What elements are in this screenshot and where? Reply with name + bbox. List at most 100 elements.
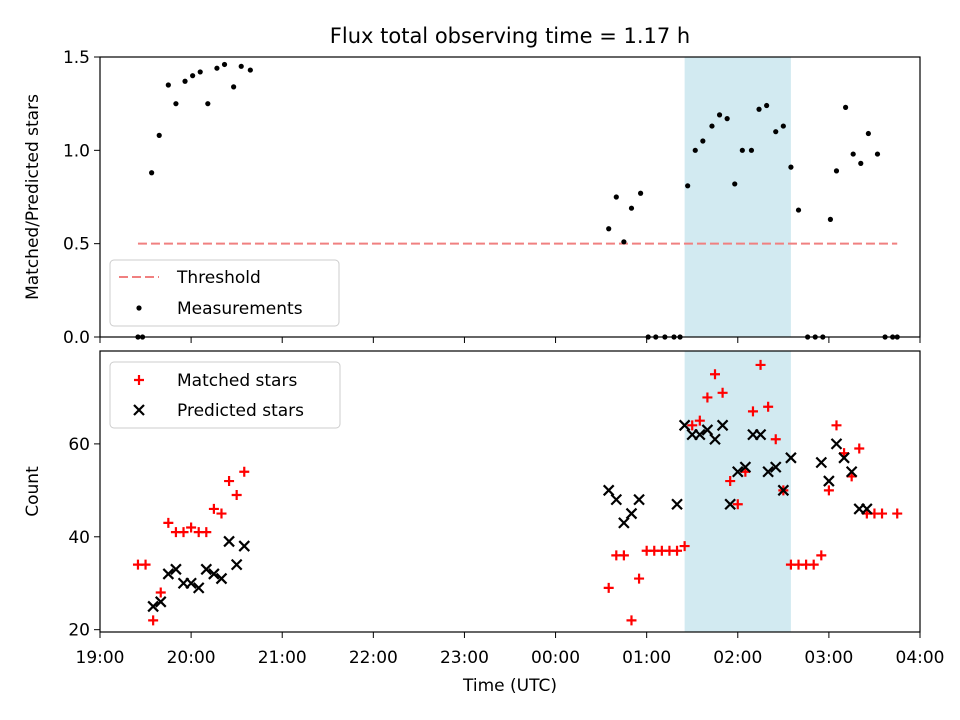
measurement-point: [700, 138, 706, 144]
matched-star-point: [672, 545, 683, 556]
predicted-star-point: [633, 493, 645, 506]
chart-title: Flux total observing time = 1.17 h: [330, 24, 690, 48]
top-frame: [99, 56, 921, 338]
predicted-star-point: [754, 428, 767, 441]
bottom-ytick-label: 40: [68, 528, 90, 548]
predicted-star-point: [154, 596, 167, 608]
measurement-point: [214, 65, 220, 71]
measurement-point: [724, 116, 730, 122]
measurement-point: [231, 84, 237, 90]
predicted-star-point: [716, 419, 729, 432]
bottom-xlabel: Time (UTC): [462, 676, 557, 696]
matched-star-point: [224, 476, 235, 487]
predicted-star-point: [208, 568, 220, 580]
top-ytick-label: 0.5: [63, 235, 90, 255]
bottom-ylabel: Count: [23, 466, 43, 517]
measurement-point: [795, 207, 802, 213]
legend-measurements-label: Measurements: [177, 299, 303, 319]
measurement-point: [197, 69, 203, 75]
matched-star-point: [763, 401, 774, 412]
legend-matched-label: Matched stars: [177, 371, 297, 391]
measurement-point: [221, 61, 228, 68]
predicted-star-point: [769, 461, 782, 473]
matched-star-point: [725, 476, 736, 487]
predicted-star-point: [192, 582, 205, 594]
top-legend: Threshold Measurements: [109, 259, 340, 327]
top-ylabel: Matched/Predicted stars: [23, 94, 43, 300]
predicted-star-point: [739, 461, 752, 473]
predicted-star-point: [147, 600, 159, 613]
legend-predicted-swatch: [133, 404, 145, 416]
matched-star-point: [626, 615, 637, 626]
measurement-point: [709, 123, 715, 129]
matched-star-point: [816, 550, 827, 561]
measurement-point: [692, 147, 698, 153]
measurement-point: [764, 102, 770, 109]
predicted-star-point: [602, 484, 615, 497]
top-legend-box: [109, 259, 340, 327]
ratio-panel: 0.0 0.5 1.0 1.5 Matched/Predicted stars Thres…: [23, 48, 921, 348]
predicted-star-point: [861, 503, 873, 515]
matched-star-point: [755, 359, 766, 370]
bottom-xtick-label: 02:00: [713, 648, 762, 668]
predicted-star-point: [830, 438, 843, 450]
measurement-point: [606, 226, 612, 232]
measurement-point: [716, 112, 723, 118]
bottom-xtick-label: 00:00: [531, 648, 580, 668]
legend-threshold-label: Threshold: [176, 268, 261, 288]
legend-measurements-swatch: [136, 305, 142, 311]
measurement-point: [165, 82, 171, 88]
predicted-star-point: [777, 484, 790, 497]
bottom-xtick-label: 01:00: [622, 648, 671, 668]
top-ytick-label: 1.0: [63, 141, 90, 161]
legend-matched-swatch: [134, 375, 144, 385]
predicted-star-point: [170, 563, 182, 576]
measurement-point: [748, 147, 755, 153]
measurement-point: [780, 123, 786, 129]
matched-star-point: [201, 527, 212, 538]
predicted-star-point: [618, 517, 630, 529]
measurement-point: [238, 63, 244, 69]
measurement-point: [173, 101, 179, 107]
top-ytick-label: 0.0: [63, 328, 90, 348]
matched-star-point: [679, 541, 690, 552]
measurement-point: [205, 101, 211, 107]
measurement-point: [182, 78, 188, 84]
matched-star-point: [140, 559, 151, 570]
bottom-xtick-label: 03:00: [804, 648, 853, 668]
measurement-point: [685, 183, 691, 189]
bottom-ytick-label: 20: [68, 621, 90, 641]
measurement-point: [149, 170, 155, 176]
bottom-xtick-label: 04:00: [896, 648, 945, 668]
matched-star-point: [831, 420, 842, 431]
measurement-point: [788, 164, 794, 170]
matched-star-point: [747, 406, 758, 417]
bottom-legend: Matched stars Predicted stars: [109, 361, 341, 429]
matched-star-point: [717, 387, 728, 398]
predicted-star-point: [815, 456, 828, 469]
predicted-star-point: [678, 419, 691, 432]
predicted-star-point: [162, 568, 175, 580]
predicted-star-point: [223, 535, 235, 548]
matched-star-point: [687, 420, 698, 431]
count-panel: 20 40 60 Count 19:00 20:00 21:00 22:00 23:00 00:0…: [23, 350, 945, 696]
predicted-star-point: [671, 498, 683, 511]
matched-star-point: [892, 508, 903, 519]
measurement-point: [628, 205, 635, 211]
predicted-star-point: [724, 498, 736, 511]
bottom-legend-box: [109, 361, 341, 429]
matched-star-point: [770, 434, 781, 445]
predicted-star-point: [762, 465, 774, 478]
measurement-point: [858, 160, 864, 166]
legend-predicted-label: Predicted stars: [177, 401, 304, 421]
bottom-highlight-span: [684, 351, 791, 632]
predicted-star-point: [694, 428, 706, 441]
measurement-point: [732, 181, 738, 187]
predicted-star-point: [238, 540, 251, 552]
measurement-point: [637, 190, 644, 196]
predicted-star-point: [701, 424, 714, 436]
measurement-point: [190, 73, 196, 79]
matched-star-point: [231, 489, 242, 500]
measurement-point: [874, 151, 881, 157]
